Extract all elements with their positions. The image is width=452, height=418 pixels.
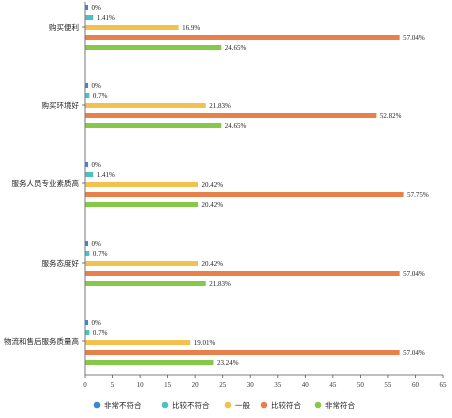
legend-marker [161,401,169,409]
x-tick-label: 60 [412,381,420,389]
legend-marker [314,401,322,409]
bar [85,251,90,256]
data-label: 0.7% [93,250,108,258]
x-tick-label: 5 [111,381,115,389]
category-label: 购买便利 [49,22,79,32]
bar [85,182,198,187]
bar [85,202,198,207]
data-label: 19.01% [194,339,216,347]
bar [85,271,400,276]
legend-marker [93,401,101,409]
bar [85,103,206,108]
data-label: 0% [92,4,102,12]
category-label: 物流和售后服务质量高 [4,336,79,346]
x-tick-label: 55 [384,381,392,389]
legend-label: 比较符合 [271,400,301,410]
data-label: 1.41% [97,171,115,179]
data-label: 21.83% [209,280,231,288]
x-tick-label: 25 [219,381,227,389]
data-label: 0% [92,240,102,248]
bar [85,25,179,30]
bar [85,15,94,20]
x-tick-label: 20 [192,381,200,389]
bar [85,241,88,246]
x-tick-label: 65 [440,381,448,389]
category-label: 服务人员专业素质高 [12,178,80,188]
data-label: 0.7% [93,329,108,337]
data-label: 20.42% [201,260,223,268]
data-label: 23.24% [217,359,239,367]
x-tick-label: 50 [357,381,365,389]
data-label: 0% [92,82,102,90]
data-label: 0.7% [93,92,108,100]
data-label: 24.65% [225,122,247,130]
category-label: 服务态度好 [42,258,80,268]
bar [85,261,198,266]
bar [85,340,191,345]
data-label: 0% [92,161,102,169]
x-tick-label: 35 [274,381,282,389]
data-label: 57.04% [403,34,425,42]
data-label: 57.75% [407,191,429,199]
data-label: 1.41% [97,14,115,22]
data-label: 16.9% [182,24,200,32]
bar [85,113,377,118]
bar [85,320,88,325]
data-label: 24.65% [225,44,247,52]
x-tick-label: 10 [137,381,145,389]
bar [85,192,404,197]
data-label: 52.82% [380,112,402,120]
bar [85,162,88,167]
legend-label: 比较不符合 [172,400,210,410]
bar [85,123,222,128]
data-label: 57.04% [403,349,425,357]
x-tick-label: 0 [83,381,87,389]
data-label: 20.42% [201,181,223,189]
bar [85,45,222,50]
data-label: 0% [92,319,102,327]
data-label: 57.04% [403,270,425,278]
x-tick-label: 40 [302,381,310,389]
bar [85,281,206,286]
legend-label: 一般 [235,400,250,410]
bar [85,35,400,40]
legend-label: 非常不符合 [104,400,142,410]
data-label: 21.83% [209,102,231,110]
bar [85,172,94,177]
legend-marker [224,401,232,409]
category-label: 购买环境好 [42,100,80,110]
x-tick-label: 15 [164,381,172,389]
legend-marker [260,401,268,409]
x-tick-label: 45 [329,381,337,389]
x-tick-label: 30 [247,381,255,389]
data-label: 20.42% [201,201,223,209]
bar [85,5,88,10]
bar [85,330,90,335]
bar [85,93,90,98]
legend-label: 非常符合 [325,400,355,410]
bar [85,360,214,365]
bar [85,83,88,88]
bar [85,350,400,355]
